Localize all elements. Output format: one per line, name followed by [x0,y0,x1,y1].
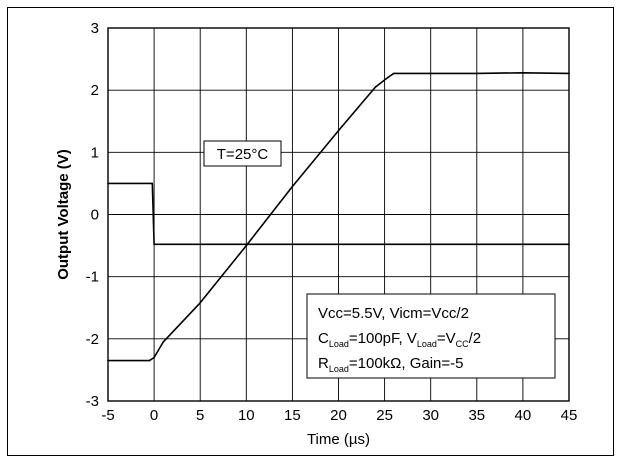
y-axis: -3 -2 -1 0 1 2 3 [86,20,99,410]
y-tick-label: 1 [91,144,99,161]
x-tick-label: 20 [330,407,347,424]
conditions-annotation: Vcc=5.5V, Vicm=Vcc/2 CLoad=100pF, VLoad=… [306,293,556,379]
x-tick-label: 45 [561,407,578,424]
temperature-box [203,140,282,167]
data-point [429,72,432,75]
x-axis-label: Time (µs) [307,431,370,448]
conditions-box [306,293,556,379]
y-tick-label: -3 [86,393,99,410]
data-point [245,244,248,247]
data-point [153,356,155,359]
y-tick-label: 0 [91,207,99,224]
data-point [522,71,524,74]
data-point [476,72,478,75]
data-point [374,86,377,88]
plot-area [107,27,570,402]
data-point [153,243,155,246]
x-tick-label: 30 [422,407,439,424]
data-point [393,72,395,75]
x-tick-label: -5 [101,407,114,424]
x-tick-label: 5 [196,407,204,424]
data-point [291,185,294,188]
conditions-line-2: CLoad=100pF, VLoad=VCC/2 [318,330,481,349]
temperature-annotation: T=25°C [203,140,282,167]
y-axis-label: Output Voltage (V) [55,149,72,280]
y-tick-label: 2 [91,82,99,99]
y-tick-label: -1 [86,269,99,286]
data-point [388,75,391,78]
x-tick-label: 40 [515,407,532,424]
x-tick-label: 15 [284,407,301,424]
figure-frame [7,7,614,456]
x-tick-label: 25 [376,407,393,424]
data-point [162,341,165,343]
data-point [199,301,201,304]
temperature-label: T=25°C [217,146,269,163]
series-line-1 [108,182,569,246]
conditions-line-1: Vcc=5.5V, Vicm=Vcc/2 [318,305,469,322]
data-point [337,129,340,132]
x-tick-label: 10 [238,407,255,424]
x-tick-label: 0 [150,407,158,424]
data-point [148,359,151,362]
x-axis: -5 0 5 10 15 20 25 30 35 40 45 [101,407,577,424]
y-tick-label: 3 [91,20,99,37]
conditions-line-3: RLoad=100kΩ, Gain=-5 [318,355,464,374]
y-tick-label: -2 [86,331,99,348]
x-tick-label: 35 [468,407,485,424]
data-point [151,182,154,185]
